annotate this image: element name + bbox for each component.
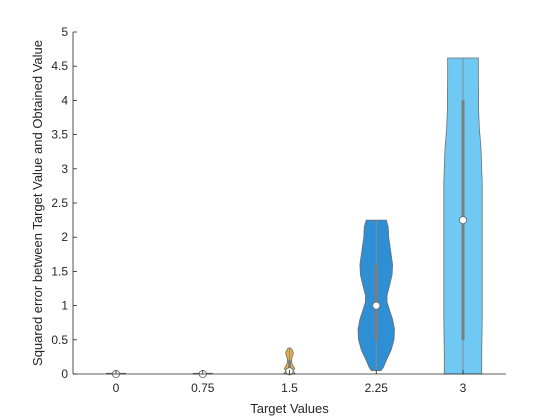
x-axis-title: Target Values <box>250 401 329 416</box>
median-marker <box>372 301 381 310</box>
x-tick-label: 2.25 <box>365 381 389 395</box>
y-tick-label: 3.5 <box>51 128 68 142</box>
y-tick-label: 1 <box>61 299 68 313</box>
y-tick-label: 1.5 <box>51 264 68 278</box>
y-tick-label: 4.5 <box>51 59 68 73</box>
y-tick-label: 2.5 <box>51 196 68 210</box>
y-tick-label: 0 <box>61 367 68 381</box>
x-tick-label: 0 <box>113 381 120 395</box>
y-axis-title: Squared error between Target Value and O… <box>30 40 45 366</box>
y-tick-label: 0.5 <box>51 333 68 347</box>
y-tick-label: 5 <box>61 25 68 39</box>
y-tick-label: 4 <box>61 93 68 107</box>
violin-layer <box>106 57 483 379</box>
violin-2.25 <box>357 219 395 371</box>
x-tick-layer: 0 0.75 1.5 2.25 3 <box>113 370 467 395</box>
plot-area <box>73 32 506 374</box>
y-tick-label: 3 <box>61 162 68 176</box>
y-tick-layer: 0 0.5 1 1.5 2 2.5 3 3.5 4 4.5 5 <box>51 25 77 381</box>
violin-3 <box>443 57 483 375</box>
x-tick-label: 1.5 <box>281 381 298 395</box>
x-tick-label: 3 <box>460 381 467 395</box>
median-marker <box>458 216 468 225</box>
x-tick-label: 0.75 <box>191 381 215 395</box>
y-tick-label: 2 <box>61 230 68 244</box>
